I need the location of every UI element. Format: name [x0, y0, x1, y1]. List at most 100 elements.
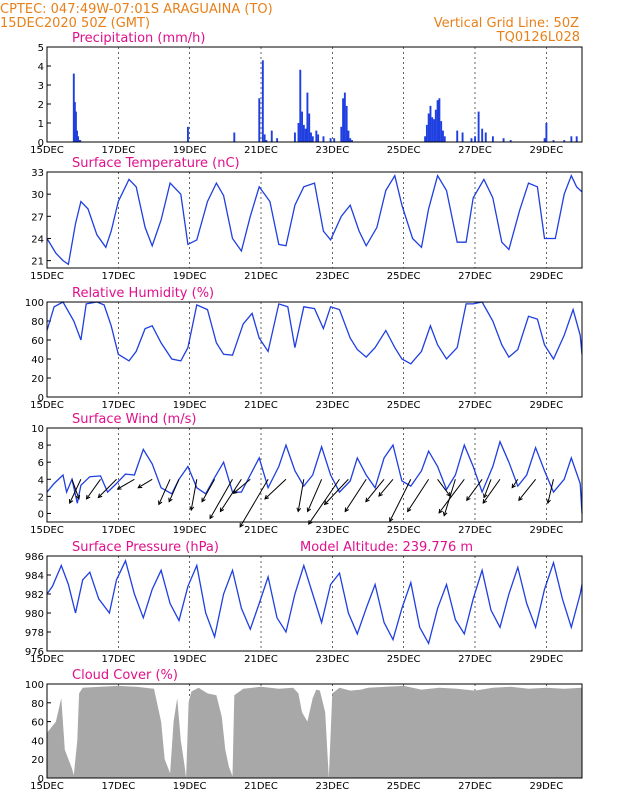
wind-arrow: [365, 478, 385, 502]
temp-x-tick-label: 19DEC: [173, 271, 207, 282]
wind-arrow: [201, 479, 216, 502]
rh-panel: Relative Humidity (%) 0 20 40 60 80 100 15DEC 17…: [25, 286, 583, 411]
precip-bar: [73, 102, 76, 142]
rh-x-tick-label: 29DEC: [529, 400, 563, 411]
precip-x-tick-label: 15DEC: [30, 145, 64, 156]
wind-arrow: [264, 478, 287, 500]
precip-bar: [436, 100, 439, 142]
precip-y-tick-label: 2: [38, 100, 44, 111]
precip-bar: [427, 113, 430, 142]
temp-frame: [46, 171, 583, 269]
wind-arrow: [69, 479, 82, 504]
wind-frame: [46, 427, 583, 523]
temp-series-line: [46, 174, 583, 266]
wind-arrow-head: [344, 507, 349, 513]
wind-arrow-head: [546, 499, 551, 505]
cloud-x-tick-label: 25DEC: [387, 781, 421, 792]
pressure-y-tick-label: 984: [25, 571, 44, 582]
precip-bar: [443, 136, 446, 142]
precip-bar: [570, 136, 573, 142]
precip-bar: [484, 132, 487, 142]
wind-arrow: [307, 479, 323, 512]
precip-bar: [258, 98, 261, 142]
pressure-x-tick-label: 25DEC: [387, 654, 421, 665]
precip-bar: [491, 136, 494, 142]
precip-bar: [304, 128, 307, 142]
precip-bar: [545, 123, 548, 142]
pressure-annotation: Model Altitude: 239.776 m: [300, 540, 473, 555]
rh-x-tick-label: 21DEC: [244, 400, 278, 411]
rh-title: Relative Humidity (%): [72, 286, 214, 301]
wind-arrow-head: [306, 507, 312, 513]
temp-x-tick-label: 29DEC: [529, 271, 563, 282]
wind-arrow-head: [232, 489, 238, 494]
pressure-y-tick-label: 986: [25, 552, 44, 563]
pressure-x-tick-label: 27DEC: [458, 654, 492, 665]
precip-bar: [333, 138, 336, 142]
wind-arrow-head: [189, 506, 195, 512]
temp-y-tick-label: 33: [31, 168, 44, 179]
temp-x-tick-label: 25DEC: [387, 271, 421, 282]
precip-bar: [306, 92, 309, 142]
precip-y-tick-label: 0: [38, 138, 44, 149]
wind-arrow-head: [365, 497, 370, 503]
wind-arrow: [190, 479, 198, 511]
wind-arrow-head: [264, 494, 269, 500]
precip-bar: [233, 132, 236, 142]
precip-bar: [265, 140, 268, 142]
precip-bar: [297, 123, 300, 142]
precip-y-tick-label: 5: [38, 43, 44, 54]
wind-arrow: [511, 478, 519, 488]
precip-y-tick-label: 1: [38, 119, 44, 130]
cloud-frame: [46, 683, 583, 779]
wind-y-tick-label: 0: [38, 509, 44, 520]
wind-arrow-head: [201, 497, 206, 503]
wind-arrow: [466, 478, 483, 501]
precip-bar: [433, 119, 435, 142]
rh-y-tick-label: 80: [31, 317, 44, 328]
wind-arrow: [308, 478, 340, 525]
pressure-x-tick-label: 15DEC: [30, 654, 64, 665]
wind-arrow: [233, 478, 251, 494]
cloud-x-tick-label: 21DEC: [244, 781, 278, 792]
precip-bar: [186, 126, 189, 142]
precip-bar: [434, 109, 437, 142]
rh-x-tick-label: 27DEC: [458, 400, 492, 411]
precip-bar: [438, 98, 441, 142]
precip-bar: [502, 138, 505, 142]
precip-y-tick-label: 3: [38, 81, 44, 92]
rh-y-tick-label: 100: [25, 298, 44, 309]
precip-bar: [347, 130, 350, 142]
precip-bar: [311, 136, 314, 142]
temp-y-tick-label: 27: [31, 212, 44, 223]
wind-arrow: [219, 478, 242, 512]
wind-arrow: [117, 478, 135, 490]
header-grid-note: Vertical Grid Line: 50Z: [434, 16, 579, 31]
wind-arrow: [158, 479, 171, 505]
wind-title: Surface Wind (m/s): [72, 412, 196, 427]
wind-x-tick-label: 29DEC: [529, 525, 563, 536]
cloud-y-tick-label: 20: [31, 755, 44, 766]
wind-arrow-head: [511, 483, 516, 489]
wind-arrow-head: [466, 496, 471, 502]
precip-bar: [261, 60, 264, 142]
cloud-x-tick-label: 23DEC: [315, 781, 349, 792]
wind-arrow-head: [323, 500, 329, 506]
precip-x-tick-label: 19DEC: [173, 145, 207, 156]
precip-bar: [442, 130, 444, 142]
panels-group: Precipitation (mm/h) 0 1 2 3 4 5 15DEC 17DEC 19DE…: [25, 31, 583, 792]
wind-arrow-head: [296, 507, 302, 513]
precip-x-tick-label: 17DEC: [101, 145, 135, 156]
wind-x-tick-label: 23DEC: [315, 525, 349, 536]
precip-bar: [481, 128, 484, 142]
cloud-y-tick-label: 0: [38, 774, 44, 785]
precip-bar: [72, 73, 75, 142]
temp-panel: Surface Temperature (nC) 21 24 27 30 33 15DEC 1…: [30, 156, 583, 282]
pressure-y-tick-label: 976: [25, 647, 44, 658]
pressure-frame: [46, 555, 583, 652]
precip-panel: Precipitation (mm/h) 0 1 2 3 4 5 15DEC 17DEC 19DE…: [30, 31, 583, 156]
header-location: CPTEC: 047:49W-07:01S ARAGUAINA (TO): [0, 2, 273, 17]
precip-bar: [74, 111, 77, 142]
wind-arrow: [297, 479, 305, 512]
wind-arrow: [438, 478, 465, 514]
